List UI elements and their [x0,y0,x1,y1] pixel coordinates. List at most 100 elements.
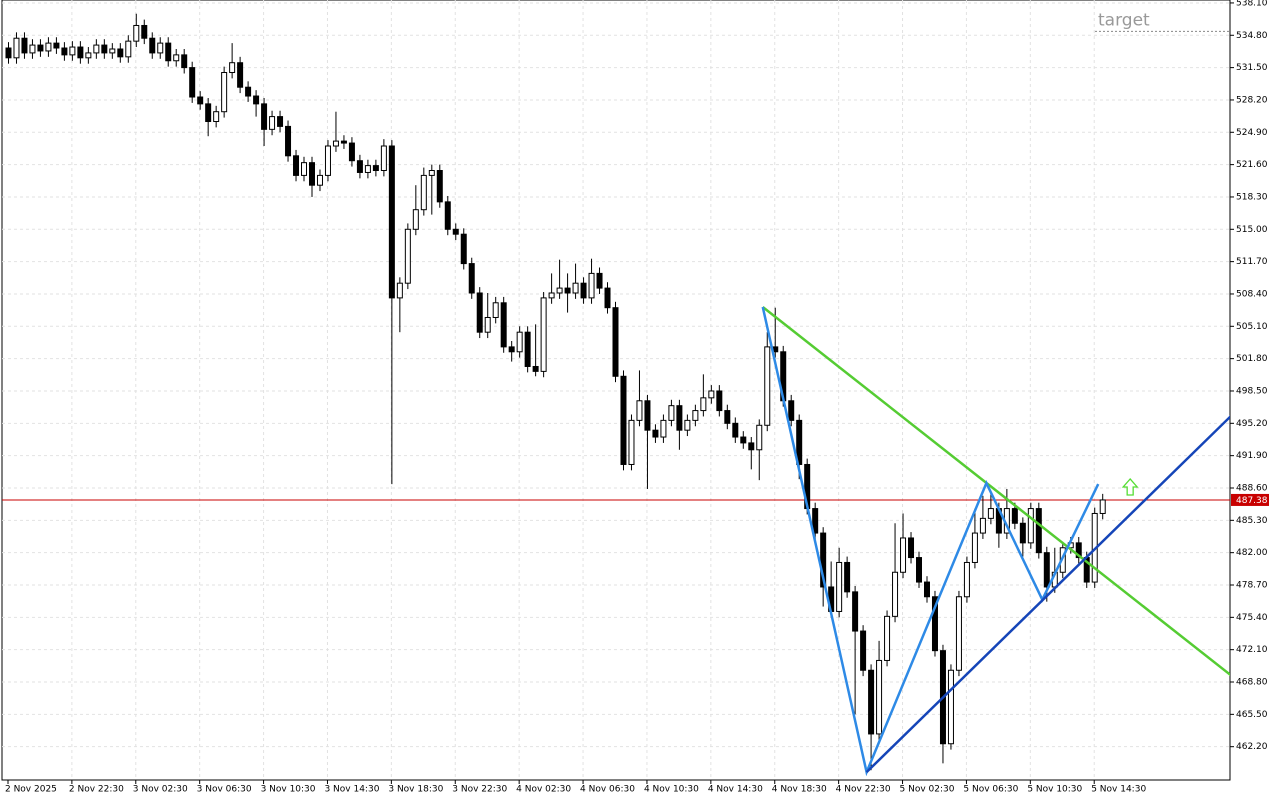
candle-body [420,174,427,211]
x-tick-label: 4 Nov 14:30 [708,785,763,795]
candle-body [836,561,843,612]
candle-body [652,429,659,438]
x-tick-label: 3 Nov 14:30 [324,785,379,795]
x-tick-label: 3 Nov 22:30 [452,785,507,795]
candle-body [596,272,603,289]
x-tick-label: 4 Nov 02:30 [516,785,571,795]
candle-body [963,561,970,598]
candle-body [676,405,683,431]
candle-body [261,103,268,130]
candle-body [524,331,531,367]
x-tick-label: 3 Nov 18:30 [388,785,443,795]
candle-body [21,37,28,54]
candle-body [868,669,875,735]
candle-body [468,263,475,294]
candle-body [85,52,92,59]
y-tick-label: 488.60 [1236,483,1268,493]
candle-body [69,46,76,56]
x-tick-label: 5 Nov 14:30 [1091,785,1146,795]
candle-body [876,659,883,735]
y-tick-label: 465.50 [1236,710,1268,720]
candle-body [852,591,859,632]
candle-body [125,40,132,58]
candle-body [796,419,803,465]
candle-body [301,162,308,176]
x-tick-label: 4 Nov 10:30 [644,785,699,795]
candle-body [820,532,827,588]
candle-body [788,400,795,421]
candle-body [53,42,60,49]
candle-body [205,103,212,123]
candle-body [548,292,555,299]
x-tick-label: 4 Nov 18:30 [772,785,827,795]
y-tick-label: 462.20 [1236,742,1268,752]
candle-body [708,390,715,399]
candle-body [564,287,571,294]
y-tick-label: 491.90 [1236,451,1268,461]
plot [5,13,1230,777]
candle-body [1011,508,1018,524]
candle-body [860,630,867,671]
trend-trendline [761,306,1230,677]
candle-body [364,165,371,173]
candle-body [316,174,323,186]
candle-body [508,346,515,353]
plot-frame [1,0,1231,781]
candle-body [540,297,547,372]
candle-body [1099,499,1106,514]
candle-body [237,62,244,88]
candle-body [197,96,204,105]
candle-body [412,209,419,230]
target-label: target [1098,10,1150,30]
candle-body [380,145,387,172]
candle-body [604,287,611,309]
candle-body [947,669,954,745]
candle-body [436,170,443,203]
candle-body [1027,508,1034,544]
candle-body [916,557,923,583]
candle-body [636,400,643,421]
y-tick-label: 531.50 [1236,63,1268,73]
x-tick-label: 2 Nov 22:30 [69,785,124,795]
candle-body [444,201,451,230]
x-tick-label: 2 Nov 2025 [5,785,57,795]
candle-body [45,42,52,52]
candle-body [716,390,723,412]
candle-body [1035,508,1042,554]
x-tick-label: 3 Nov 02:30 [133,785,188,795]
y-tick-label: 524.90 [1236,128,1268,138]
candle-body [157,42,164,54]
candle-body [332,140,339,147]
candle-body [532,365,539,372]
x-tick-label: 3 Nov 06:30 [197,785,252,795]
y-tick-label: 498.50 [1236,386,1268,396]
y-tick-label: 475.40 [1236,613,1268,623]
candle-body [13,37,20,59]
x-tick-label: 3 Nov 10:30 [261,785,316,795]
candle-body [93,44,100,54]
candle-body [189,67,196,98]
y-tick-label: 515.00 [1236,225,1268,235]
candle-body [29,44,36,54]
candle-body [452,228,459,235]
y-tick-label: 485.30 [1236,516,1268,526]
price-tag [1231,493,1269,506]
candle-body [388,145,395,299]
candle-body [285,125,292,157]
candle-body [404,228,411,284]
y-tick-label: 472.10 [1236,645,1268,655]
candle-body [612,307,619,377]
candle-body [109,48,116,54]
y-tick-label: 501.80 [1236,354,1268,364]
candle-body [117,48,124,58]
trend-zigzag [761,306,1100,777]
candle-body [356,160,363,173]
price-tag-label: 487.38 [1236,496,1268,506]
candle-body [460,233,467,265]
x-tick-label: 5 Nov 10:30 [1027,785,1082,795]
candle-body [684,419,691,431]
y-tick-label: 482.00 [1236,548,1268,558]
trend-support [865,415,1230,774]
candle-body [572,282,579,294]
candle-body [428,170,435,176]
